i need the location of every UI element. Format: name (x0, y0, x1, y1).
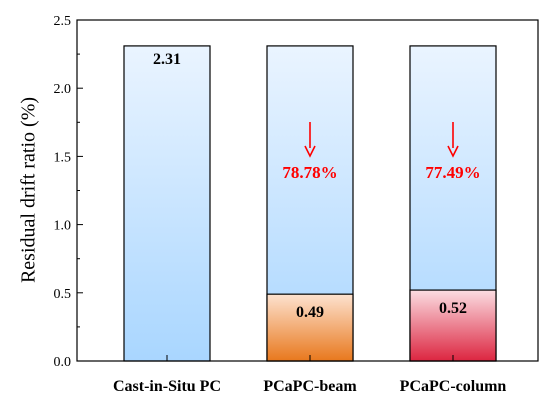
y-tick-label-1: 0.0 (54, 355, 72, 370)
x-tick-label-1: Cast-in-Situ PC (113, 378, 221, 395)
value-label-3: 0.52 (439, 300, 467, 317)
bars-layer (123, 45, 497, 362)
axis-layer: Cast-in-Situ PC PCaPC-beam PCaPC-column 0.0… (54, 14, 507, 395)
x-tick-label-2: PCaPC-beam (263, 378, 357, 395)
y-axis-title: Residual drift ratio (%) (18, 97, 40, 283)
reference-bar-1 (123, 45, 211, 362)
reduction-label-2: 78.78% (282, 163, 337, 182)
labels-layer: 2.31 0.49 78.78% 0.52 77.49% (153, 51, 481, 321)
y-tick-label-5: 2.0 (54, 82, 72, 97)
reduction-label-3: 77.49% (425, 163, 480, 182)
y-tick-label-4: 1.5 (54, 150, 72, 165)
y-tick-label-6: 2.5 (54, 14, 72, 29)
value-label-1: 2.31 (153, 51, 181, 68)
down-arrow-head (304, 145, 316, 158)
y-tick-label-3: 1.0 (54, 219, 72, 234)
down-arrow-head (447, 145, 459, 158)
residual-bar-2 (266, 293, 354, 362)
y-tick-label-2: 0.5 (54, 287, 72, 302)
x-tick-label-3: PCaPC-column (400, 378, 507, 395)
down-arrow-icon (447, 122, 459, 158)
value-label-2: 0.49 (296, 304, 324, 321)
down-arrow-icon (304, 122, 316, 158)
